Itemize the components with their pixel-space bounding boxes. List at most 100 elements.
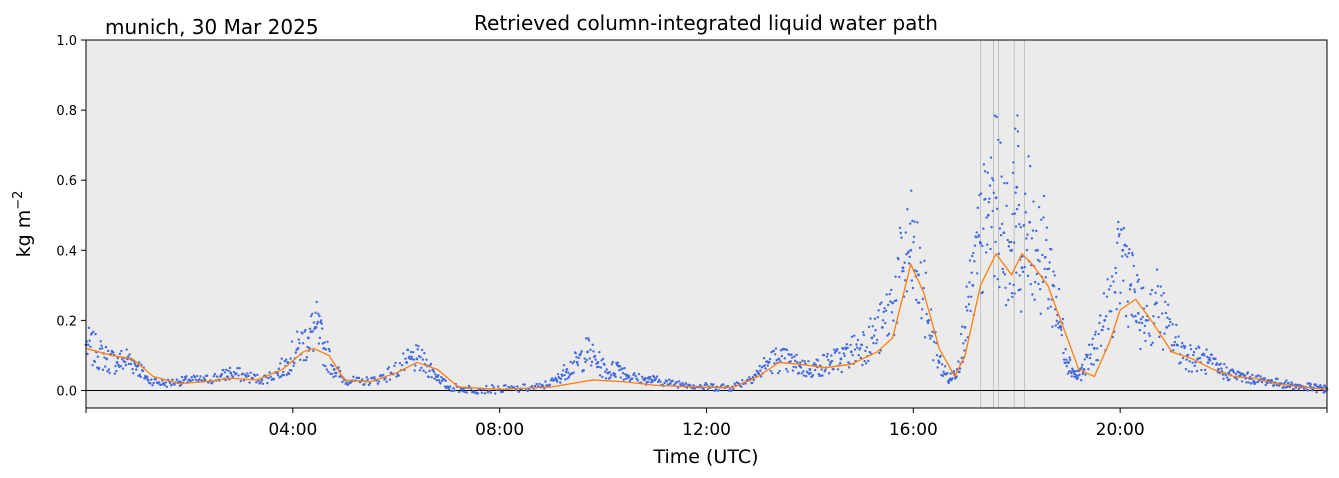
lwp-point: [917, 273, 920, 277]
lwp-point-cloud: [884, 321, 887, 325]
lwp-point-cloud: [1035, 272, 1039, 276]
lwp-point-cloud: [1149, 293, 1152, 296]
lwp-point-cloud: [1124, 253, 1127, 256]
lwp-point-cloud: [412, 358, 416, 361]
lwp-point-cloud: [1086, 353, 1089, 357]
lwp-point-cloud: [1057, 287, 1061, 291]
lwp-point-cloud: [863, 359, 866, 363]
lwp-point-cloud: [649, 375, 652, 379]
x-axis-label: Time (UTC): [652, 446, 758, 468]
lwp-point-cloud: [1211, 362, 1214, 365]
lwp-point-cloud: [1018, 223, 1021, 226]
lwp-point-cloud: [920, 308, 924, 311]
lwp-point-cloud: [1005, 204, 1008, 208]
lwp-point-cloud: [1033, 298, 1036, 301]
lwp-point-cloud: [785, 367, 788, 371]
lwp-point-cloud: [1118, 232, 1121, 236]
lwp-point-cloud: [967, 303, 971, 306]
lwp-point-cloud: [402, 352, 405, 355]
lwp-point-cloud: [634, 374, 637, 378]
lwp-point-cloud: [1092, 363, 1095, 366]
lwp-point-cloud: [1144, 339, 1147, 343]
lwp-point-cloud: [967, 295, 970, 299]
lwp-point: [415, 357, 419, 361]
lwp-point-cloud: [113, 372, 117, 375]
lwp-point-cloud: [825, 355, 829, 358]
lwp-point: [1154, 301, 1158, 305]
lwp-point-cloud: [913, 220, 916, 223]
lwp-point-cloud: [564, 370, 568, 374]
lwp-point-cloud: [952, 369, 956, 373]
lwp-point-cloud: [138, 373, 142, 376]
lwp-point-cloud: [843, 354, 846, 358]
lwp-point-cloud: [1131, 253, 1134, 257]
lwp-point-cloud: [1205, 348, 1208, 351]
lwp-point-cloud: [969, 295, 973, 298]
lwp-point-cloud: [107, 368, 111, 371]
lwp-point-cloud: [796, 361, 799, 364]
lwp-point-cloud: [1156, 285, 1160, 288]
lwp-point-cloud: [772, 349, 775, 353]
lwp-point-cloud: [285, 373, 289, 376]
lwp-point: [296, 347, 300, 350]
lwp-point-cloud: [681, 381, 684, 385]
lwp-point-cloud: [1195, 369, 1199, 373]
lwp-point-cloud: [1000, 222, 1004, 226]
lwp-point-cloud: [603, 363, 606, 366]
lwp-point-cloud: [213, 372, 217, 376]
lwp-point-cloud: [886, 334, 889, 337]
lwp-point-cloud: [98, 347, 102, 350]
lwp-point-cloud: [317, 312, 320, 316]
lwp-point-cloud: [1282, 386, 1285, 389]
lwp-point-cloud: [409, 350, 413, 354]
lwp-point-cloud: [315, 300, 318, 304]
lwp-point-cloud: [875, 342, 878, 345]
lwp-point-cloud: [1054, 324, 1057, 327]
lwp-point-cloud: [496, 385, 500, 388]
lwp-point-cloud: [422, 369, 425, 372]
lwp-point-cloud: [1025, 237, 1028, 240]
lwp-point-cloud: [280, 357, 283, 360]
lwp-point-cloud: [465, 391, 468, 394]
lwp-point-cloud: [414, 364, 417, 367]
lwp-point-cloud: [1050, 248, 1053, 251]
lwp-point-cloud: [902, 269, 905, 273]
lwp-point-cloud: [523, 383, 526, 386]
lwp-point-cloud: [762, 357, 766, 360]
lwp-point-cloud: [594, 358, 597, 361]
lwp-point-cloud: [562, 364, 566, 367]
lwp-point-cloud: [114, 364, 117, 368]
lwp-point-cloud: [988, 197, 991, 200]
lwp-point-cloud: [651, 380, 654, 383]
lwp-point-cloud: [580, 350, 583, 353]
lwp-point-cloud: [1235, 378, 1239, 381]
lwp-point-cloud: [437, 379, 441, 382]
lwp-point-cloud: [1117, 220, 1120, 224]
lwp-point: [586, 350, 589, 354]
lwp-point-cloud: [1189, 347, 1193, 351]
lwp-point-cloud: [958, 370, 961, 374]
lwp-point-cloud: [363, 382, 366, 386]
lwp-point-cloud: [759, 375, 763, 378]
lwp-point-cloud: [1087, 367, 1090, 371]
lwp-point-cloud: [1245, 381, 1248, 384]
lwp-point-cloud: [1135, 273, 1139, 277]
lwp-point-cloud: [1081, 363, 1084, 367]
lwp-point: [244, 375, 248, 378]
lwp-point-cloud: [824, 368, 827, 372]
lwp-point-cloud: [301, 332, 304, 335]
lwp-point-cloud: [1026, 233, 1029, 236]
lwp-point-cloud: [1007, 298, 1010, 302]
lwp-point-cloud: [992, 191, 996, 195]
lwp-point-cloud: [1154, 291, 1157, 294]
lwp-point-cloud: [104, 345, 108, 349]
lwp-point-cloud: [1032, 200, 1035, 203]
lwp-point-cloud: [1139, 318, 1143, 321]
lwp-point-cloud: [269, 375, 272, 378]
lwp-point-cloud: [906, 208, 909, 211]
lwp-point-cloud: [420, 348, 424, 352]
lwp-point-cloud: [1007, 245, 1011, 248]
lwp-point-cloud: [995, 115, 998, 119]
lwp-point-cloud: [460, 387, 463, 391]
lwp-point-cloud: [325, 368, 329, 371]
